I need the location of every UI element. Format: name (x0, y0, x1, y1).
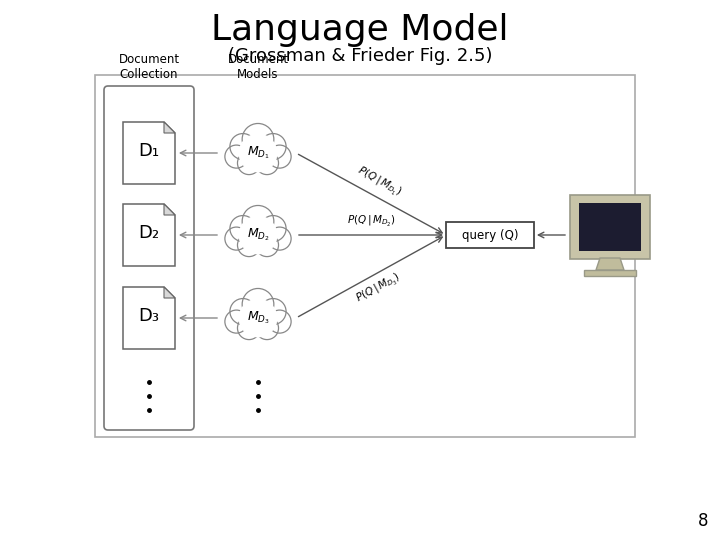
Text: $P(Q\,|\,M_{D_1})$: $P(Q\,|\,M_{D_1})$ (354, 164, 404, 200)
Polygon shape (123, 204, 175, 266)
Circle shape (242, 206, 274, 237)
Text: D₂: D₂ (138, 224, 160, 242)
Circle shape (244, 139, 271, 167)
Polygon shape (164, 122, 175, 133)
Circle shape (230, 215, 256, 241)
Text: Document
Models: Document Models (228, 53, 289, 81)
FancyBboxPatch shape (570, 195, 650, 259)
Text: $M_{D_3}$: $M_{D_3}$ (246, 310, 269, 326)
Polygon shape (123, 122, 175, 184)
Circle shape (239, 299, 276, 337)
Circle shape (238, 316, 261, 340)
Text: Document
Collection: Document Collection (118, 53, 179, 81)
Polygon shape (164, 287, 175, 298)
FancyBboxPatch shape (579, 203, 641, 251)
Text: $M_{D_2}$: $M_{D_2}$ (246, 227, 269, 244)
Circle shape (260, 299, 286, 325)
Text: (Grossman & Frieder Fig. 2.5): (Grossman & Frieder Fig. 2.5) (228, 47, 492, 65)
Text: 8: 8 (698, 512, 708, 530)
FancyBboxPatch shape (95, 75, 635, 437)
Circle shape (242, 124, 274, 155)
Circle shape (244, 221, 271, 249)
FancyBboxPatch shape (446, 222, 534, 248)
Circle shape (268, 310, 291, 333)
Circle shape (256, 152, 279, 174)
Circle shape (239, 217, 276, 254)
Circle shape (242, 288, 274, 320)
Text: D₃: D₃ (138, 307, 160, 325)
Circle shape (238, 152, 261, 174)
Circle shape (260, 133, 286, 159)
Text: D₁: D₁ (138, 142, 160, 160)
Circle shape (225, 227, 248, 250)
FancyBboxPatch shape (104, 86, 194, 430)
Text: $P(Q\,|\,M_{D_3})$: $P(Q\,|\,M_{D_3})$ (354, 270, 404, 307)
Text: $M_{D_1}$: $M_{D_1}$ (246, 145, 269, 161)
Circle shape (268, 145, 291, 168)
Circle shape (238, 234, 261, 256)
Text: $P(Q\,|\,M_{D_2})$: $P(Q\,|\,M_{D_2})$ (346, 213, 395, 228)
Circle shape (256, 234, 279, 256)
Circle shape (239, 134, 276, 172)
Circle shape (230, 133, 256, 159)
Polygon shape (164, 204, 175, 215)
Circle shape (225, 145, 248, 168)
Circle shape (268, 227, 291, 250)
Circle shape (256, 316, 279, 340)
Text: query (Q): query (Q) (462, 228, 518, 241)
Text: Language Model: Language Model (211, 13, 509, 47)
Circle shape (244, 305, 271, 332)
Polygon shape (596, 258, 624, 270)
Polygon shape (123, 287, 175, 349)
Circle shape (225, 310, 248, 333)
Circle shape (230, 299, 256, 325)
Circle shape (260, 215, 286, 241)
Polygon shape (584, 270, 636, 276)
